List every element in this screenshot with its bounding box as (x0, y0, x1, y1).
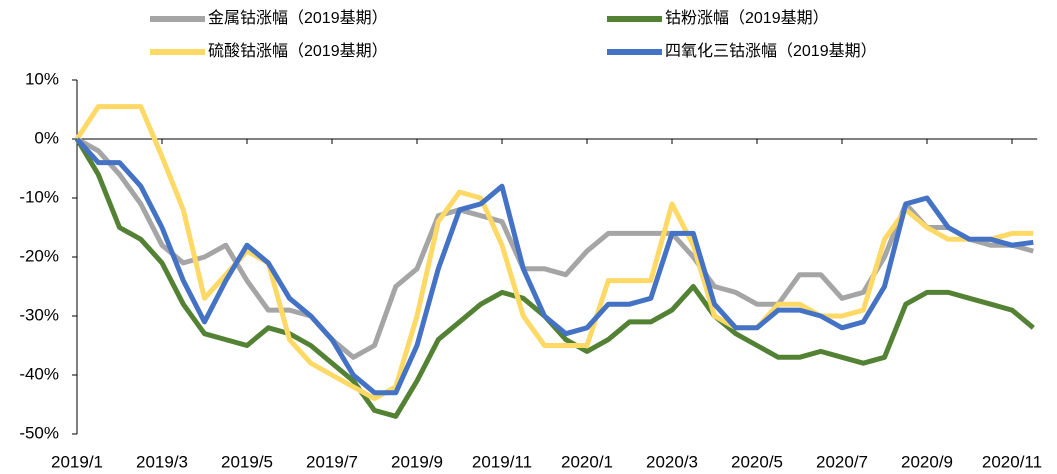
y-tick-label: -10% (19, 187, 59, 206)
series-line (74, 104, 1034, 402)
legend-label: 硫酸钴涨幅（2019基期） (208, 42, 388, 60)
y-tick-label: -30% (19, 305, 59, 324)
x-tick-label: 2020/5 (731, 452, 783, 471)
x-tick-label: 2019/9 (391, 452, 443, 471)
y-tick-label: -20% (19, 246, 59, 265)
legend-label: 金属钴涨幅（2019基期） (208, 9, 388, 27)
series-line (75, 137, 1034, 396)
y-tick-label: 10% (25, 69, 59, 88)
x-tick-label: 2019/1 (51, 452, 103, 471)
x-tick-label: 2019/7 (306, 452, 358, 471)
legend-label: 钴粉涨幅（2019基期） (665, 9, 829, 27)
x-tick-label: 2020/1 (561, 452, 613, 471)
x-tick-label: 2019/3 (136, 452, 188, 471)
x-tick-label: 2019/5 (221, 452, 273, 471)
x-tick-label: 2020/3 (646, 452, 698, 471)
x-tick-label: 2020/9 (901, 452, 953, 471)
x-tick-label: 2019/11 (472, 452, 532, 471)
y-tick-label: -50% (19, 423, 59, 442)
legend-label: 四氧化三钴涨幅（2019基期） (665, 42, 877, 60)
x-tick-label: 2020/11 (982, 452, 1042, 471)
y-tick-label: -40% (19, 364, 59, 383)
x-tick-label: 2020/7 (816, 452, 868, 471)
y-tick-label: 0% (34, 128, 59, 147)
